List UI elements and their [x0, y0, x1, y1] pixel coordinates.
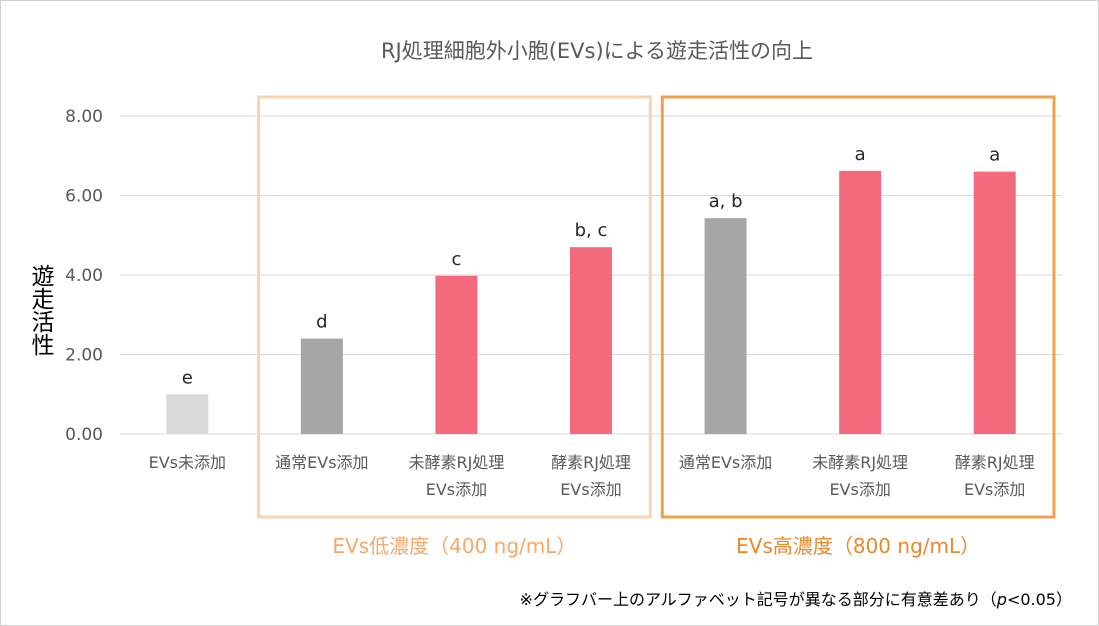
y-axis-grid: 0.00 2.00 4.00 6.00 8.00 [65, 107, 1062, 445]
x-tick-label: 酵素RJ処理 [955, 453, 1035, 472]
y-axis-label: 遊走活性 [27, 264, 53, 356]
bar-6 [839, 170, 882, 435]
significance-label-5: a, b [709, 191, 743, 212]
significance-label-3: c [451, 249, 461, 270]
footnote-text: ※グラフバー上のアルファベット記号が異なる部分に有意差あり（ [519, 590, 997, 609]
group-label-1: EVs低濃度（400 ng/mL） [332, 534, 576, 558]
x-tick-label: EVs未添加 [149, 453, 226, 472]
significance-footnote: ※グラフバー上のアルファベット記号が異なる部分に有意差あり（p<0.05） [520, 590, 1072, 610]
y-tick-label: 8.00 [65, 107, 103, 127]
x-tick-label: 未酵素RJ処理 [812, 453, 908, 472]
concentration-groups: EVs低濃度（400 ng/mL） EVs高濃度（800 ng/mL） [257, 95, 1056, 558]
x-tick-label: 通常EVs添加 [275, 453, 368, 472]
significance-label-4: b, c [575, 220, 608, 241]
group-box-2 [660, 95, 1056, 519]
bar-1 [166, 394, 209, 434]
y-tick-label: 6.00 [65, 187, 103, 207]
significance-label-2: d [316, 312, 327, 333]
y-tick-label: 4.00 [65, 266, 103, 286]
x-tick-label: EVs添加 [964, 480, 1025, 499]
x-tick-label: EVs添加 [560, 480, 621, 499]
group-label-2: EVs高濃度（800 ng/mL） [736, 534, 980, 558]
significance-label-7: a [989, 145, 1000, 166]
chart-title: RJ処理細胞外小胞(EVs)による遊走活性の向上 [381, 39, 813, 63]
footnote-threshold: <0.05） [1006, 590, 1072, 609]
y-tick-label: 0.00 [65, 425, 103, 445]
group-box-1 [257, 95, 652, 519]
x-tick-label: 通常EVs添加 [679, 453, 772, 472]
bar-2 [300, 338, 343, 434]
y-tick-label: 2.00 [65, 346, 103, 366]
significance-label-6: a [855, 144, 866, 165]
bar-4 [570, 247, 612, 434]
significance-label-1: e [182, 367, 193, 388]
bar-series: e d c b, c a, b a a [166, 144, 1016, 435]
x-tick-label: 酵素RJ処理 [551, 453, 631, 472]
x-tick-label: 未酵素RJ処理 [409, 453, 505, 472]
footnote-p-symbol: p [996, 590, 1007, 609]
bar-5 [704, 218, 747, 434]
x-axis-labels: EVs未添加 通常EVs添加 未酵素RJ処理 EVs添加 酵素RJ処理 EVs添加 通常EV… [149, 453, 1035, 499]
x-tick-label: EVs添加 [829, 480, 890, 499]
bar-3 [435, 275, 478, 434]
bar-7 [973, 171, 1016, 434]
x-tick-label: EVs添加 [426, 480, 487, 499]
